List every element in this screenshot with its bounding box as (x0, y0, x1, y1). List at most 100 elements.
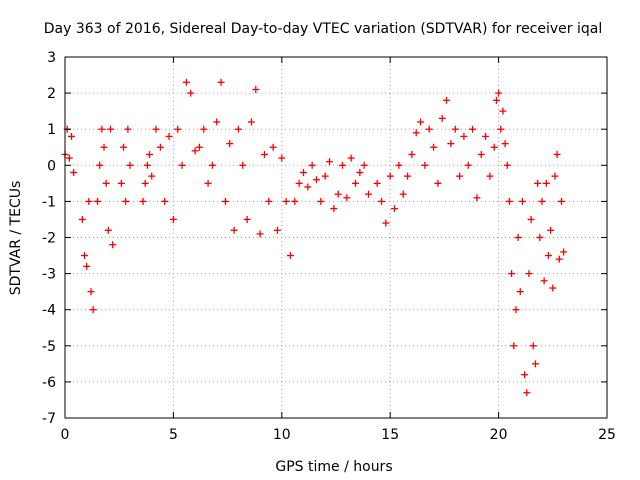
data-point (117, 179, 125, 187)
data-point (373, 179, 381, 187)
data-point (70, 169, 78, 177)
data-point (120, 143, 128, 151)
data-point (339, 161, 347, 169)
data-point (510, 342, 518, 350)
data-point (456, 172, 464, 180)
data-point (464, 161, 472, 169)
data-point (304, 183, 312, 191)
data-point (529, 342, 537, 350)
y-tick-label: -4 (42, 303, 56, 319)
data-point (96, 161, 104, 169)
grid-lines (65, 57, 607, 418)
data-point (295, 179, 303, 187)
data-point (143, 161, 151, 169)
data-point (325, 158, 333, 166)
y-tick-label: 2 (47, 86, 56, 102)
data-point (78, 215, 86, 223)
data-point (94, 197, 102, 205)
data-point (395, 161, 403, 169)
data-point (408, 150, 416, 158)
data-point (460, 132, 468, 140)
data-point (282, 197, 290, 205)
data-point (107, 125, 115, 133)
data-point (412, 129, 420, 137)
data-point (547, 226, 555, 234)
data-point (514, 234, 522, 241)
data-point (100, 143, 108, 151)
data-point (425, 125, 433, 133)
data-point (421, 161, 429, 169)
x-axis-title: GPS time / hours (275, 459, 392, 475)
data-point (399, 190, 407, 198)
y-tick-label: 3 (47, 50, 56, 66)
data-point (89, 306, 97, 314)
data-point (482, 132, 490, 140)
x-tick-label: 10 (273, 427, 291, 443)
y-tick-label: -1 (42, 194, 56, 210)
x-tick-label: 15 (381, 427, 399, 443)
data-point (178, 161, 186, 169)
x-tick-label: 5 (169, 427, 178, 443)
data-point (308, 161, 316, 169)
data-point (330, 205, 338, 213)
data-point (531, 360, 539, 368)
data-point (312, 176, 320, 184)
y-tick-label: -7 (42, 411, 56, 427)
data-point (204, 179, 212, 187)
data-point (503, 161, 511, 169)
data-point (477, 150, 485, 158)
data-point (495, 89, 503, 97)
data-point (265, 197, 273, 205)
data-point (404, 172, 412, 180)
data-point (469, 125, 477, 133)
data-point (447, 140, 455, 148)
x-tick-label: 25 (598, 427, 616, 443)
x-tick-label: 20 (490, 427, 508, 443)
data-point (553, 150, 561, 158)
data-point (291, 197, 299, 205)
data-point (534, 179, 542, 187)
data-point (239, 161, 247, 169)
data-point (382, 219, 390, 227)
data-point (187, 89, 195, 97)
data-point (256, 230, 264, 238)
data-point (141, 179, 149, 187)
y-tick-label: -5 (42, 339, 56, 355)
chart-title: Day 363 of 2016, Sidereal Day-to-day VTE… (44, 21, 602, 37)
data-point (451, 125, 459, 133)
data-point (169, 215, 177, 223)
data-point (505, 197, 513, 205)
data-point (87, 288, 95, 296)
data-point (557, 197, 565, 205)
data-point (549, 284, 557, 292)
data-point (85, 197, 93, 205)
data-point (213, 118, 221, 126)
data-point (146, 150, 154, 158)
data-point (321, 172, 329, 180)
data-point (221, 197, 229, 205)
data-point (365, 190, 373, 198)
data-point (343, 194, 351, 202)
data-point (501, 140, 509, 148)
data-point (544, 252, 552, 260)
data-point (525, 270, 533, 278)
data-point (430, 143, 438, 151)
data-point (161, 197, 169, 205)
data-point (492, 96, 500, 104)
data-point (497, 125, 505, 133)
y-tick-label: -6 (42, 375, 56, 391)
data-point (490, 143, 498, 151)
data-point (516, 288, 524, 296)
axis-ticks (64, 56, 608, 419)
data-point (260, 150, 268, 158)
data-point (174, 125, 182, 133)
x-tick-label: 0 (61, 427, 70, 443)
data-point (391, 205, 399, 213)
data-point (560, 248, 568, 256)
data-point (226, 140, 234, 148)
data-point (538, 197, 546, 205)
data-point (230, 226, 238, 234)
data-point (126, 161, 134, 169)
data-point (273, 226, 281, 234)
